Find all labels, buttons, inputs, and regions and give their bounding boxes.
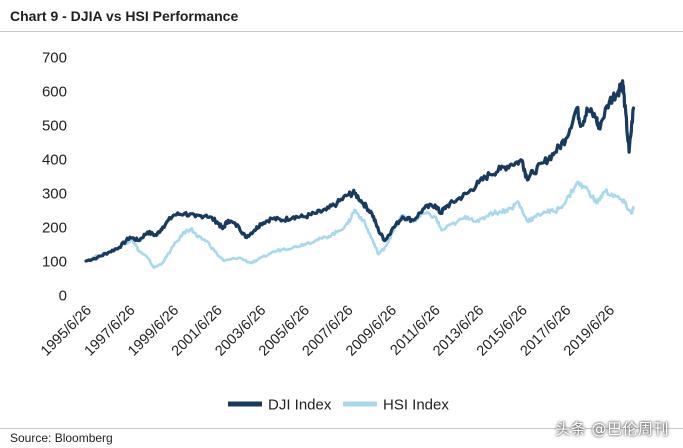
series-line-hsi <box>84 180 635 270</box>
y-axis: 0 100 200 300 400 500 600 700 <box>42 50 67 305</box>
source-note: Source: Bloomberg <box>10 431 113 445</box>
y-tick-label: 300 <box>42 186 67 203</box>
y-tick-label: 0 <box>59 288 67 305</box>
y-tick-label: 100 <box>42 254 67 271</box>
y-tick-label: 200 <box>42 220 67 237</box>
legend-label-hsi: HSI Index <box>383 397 449 414</box>
x-axis: 1995/6/261997/6/261999/6/262001/6/262003… <box>38 303 618 360</box>
series-line-dji <box>84 79 636 263</box>
y-tick-label: 600 <box>42 84 67 101</box>
legend: DJI Index HSI Index <box>228 397 449 414</box>
y-tick-label: 500 <box>42 118 67 135</box>
line-chart: 0 100 200 300 400 500 600 700 1995/6/261997/6/2… <box>38 50 636 414</box>
y-tick-label: 700 <box>42 50 67 67</box>
y-tick-label: 400 <box>42 152 67 169</box>
series-layer <box>84 79 636 270</box>
top-divider <box>0 31 683 32</box>
chart-title: Chart 9 - DJIA vs HSI Performance <box>10 8 239 24</box>
watermark-text: 头条 @巴伦周刊 <box>555 420 669 438</box>
legend-label-dji: DJI Index <box>268 397 332 414</box>
bottom-divider <box>0 428 683 429</box>
